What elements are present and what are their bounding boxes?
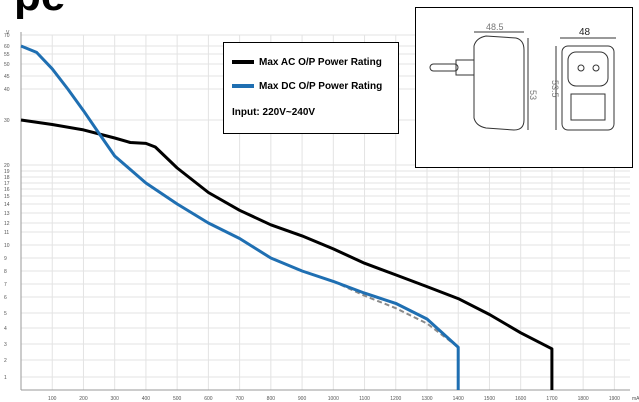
x-tick-label: 300 (111, 396, 120, 402)
y-tick-label: 5 (4, 311, 7, 317)
plug-pin-icon (429, 63, 459, 72)
y-tick-label: 2 (4, 358, 7, 364)
y-axis-ticks: 1234567891011121314151617181920304045505… (4, 30, 10, 381)
x-axis-label: mA (632, 396, 639, 402)
y-tick-label: 3 (4, 342, 7, 348)
y-tick-label: 9 (4, 256, 7, 262)
x-tick-label: 1800 (578, 396, 589, 402)
legend-label-ac: Max AC O/P Power Rating (259, 57, 382, 68)
y-tick-label: 15 (4, 194, 10, 200)
y-tick-label: 10 (4, 243, 10, 249)
y-tick-label: 17 (4, 181, 10, 187)
series-dc-dashed-line (332, 280, 459, 348)
series-ac-line (20, 118, 554, 390)
y-tick-label: 55 (4, 52, 10, 58)
adapter-drawing-svg: 48.5 53 48 53.5 (429, 22, 616, 131)
front-view (555, 37, 616, 131)
x-tick-label: 100 (48, 396, 57, 402)
x-tick-label: 700 (235, 396, 244, 402)
legend-label-dc: Max DC O/P Power Rating (259, 81, 383, 92)
dim-depth-label: 48.5 (486, 22, 504, 32)
y-tick-label: 12 (4, 221, 10, 227)
plug-collar (455, 59, 475, 76)
label-area (570, 93, 606, 121)
adapter-dimension-drawing: 48.5 53 48 53.5 (415, 7, 633, 168)
series-dc-line (20, 44, 460, 390)
x-tick-label: 1600 (515, 396, 526, 402)
adapter-front-body (561, 45, 615, 131)
legend-swatch-ac (232, 60, 254, 65)
legend-input-note: Input: 220V~240V (232, 107, 316, 118)
y-tick-label: 7 (4, 282, 7, 288)
dim-width-label: 48 (579, 27, 591, 38)
x-tick-label: 800 (267, 396, 276, 402)
y-tick-label: 14 (4, 202, 10, 208)
x-tick-label: 600 (204, 396, 213, 402)
y-tick-label: 8 (4, 269, 7, 275)
dim-side-height-label: 53 (528, 90, 538, 100)
pin-left-icon (577, 64, 585, 72)
y-tick-label: 50 (4, 62, 10, 68)
y-tick-label: 30 (4, 118, 10, 124)
x-tick-label: 1000 (328, 396, 339, 402)
y-tick-label: 1 (4, 375, 7, 381)
dim-front-height-label: 53.5 (550, 80, 560, 98)
x-tick-label: 900 (298, 396, 307, 402)
x-tick-label: 500 (173, 396, 182, 402)
plug-face (567, 51, 609, 87)
x-tick-label: 1500 (484, 396, 495, 402)
y-tick-label: 40 (4, 87, 10, 93)
x-tick-label: 1900 (609, 396, 620, 402)
y-tick-label: 18 (4, 175, 10, 181)
side-view (429, 31, 529, 131)
legend-item-ac: Max AC O/P Power Rating (232, 57, 382, 68)
chart-legend: Max AC O/P Power Rating Max DC O/P Power… (223, 42, 399, 134)
pin-right-icon (592, 64, 600, 72)
page-title-fragment: pe (14, 0, 65, 18)
x-tick-label: 1300 (421, 396, 432, 402)
adapter-side-body (473, 35, 525, 131)
y-tick-label: 70 (4, 33, 10, 39)
y-tick-label: 11 (4, 230, 9, 236)
x-tick-label: 200 (79, 396, 88, 402)
y-tick-label: 6 (4, 295, 7, 301)
x-tick-label: 1100 (359, 396, 370, 402)
x-tick-label: 400 (142, 396, 151, 402)
legend-item-dc: Max DC O/P Power Rating (232, 81, 382, 92)
y-tick-label: 4 (4, 326, 7, 332)
legend-swatch-dc (232, 84, 254, 89)
y-tick-label: 13 (4, 211, 10, 217)
x-tick-label: 1400 (453, 396, 464, 402)
y-tick-label: 16 (4, 187, 10, 193)
x-tick-label: 1700 (546, 396, 557, 402)
y-tick-label: 19 (4, 169, 10, 175)
y-tick-label: 20 (4, 163, 10, 169)
y-tick-label: 45 (4, 74, 10, 80)
y-axis-label: V (6, 30, 10, 36)
x-axis-ticks: 100 200 300 400 500 600 700 800 900 1000 1100 1200 1… (48, 396, 639, 402)
y-tick-label: 60 (4, 44, 10, 50)
chart-series (20, 44, 554, 390)
x-tick-label: 1200 (390, 396, 401, 402)
